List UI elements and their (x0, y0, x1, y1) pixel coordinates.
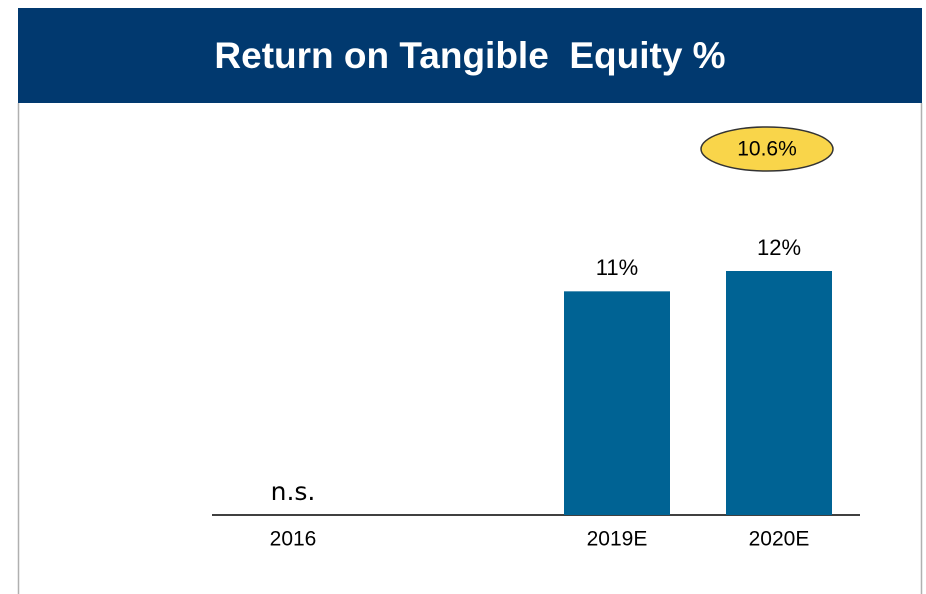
data-label: 11% (596, 255, 638, 280)
data-label: n.s. (271, 477, 316, 506)
annotation: 10.6% (737, 138, 797, 161)
x-tick-label: 2019E (587, 528, 648, 551)
annotation-badge (700, 126, 834, 172)
title-band (18, 8, 922, 103)
bar (564, 291, 670, 515)
x-tick-label: 2020E (749, 528, 810, 551)
bar (726, 271, 832, 515)
data-label: 12% (757, 235, 801, 260)
chart-title: Return on Tangible Equity % (214, 35, 725, 76)
x-tick-label: 2016 (270, 528, 317, 551)
